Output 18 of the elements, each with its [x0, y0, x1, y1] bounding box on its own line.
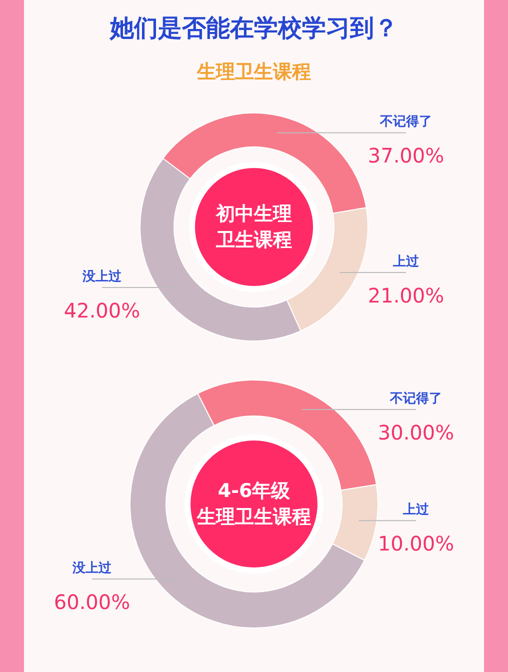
data-label: 37.00%	[368, 144, 444, 168]
slice-label: 没上过	[82, 270, 122, 285]
data-label: 30.00%	[378, 420, 454, 445]
data-label: 42.00%	[64, 298, 140, 323]
data-label: 60.00%	[54, 590, 130, 614]
chart-title: 她们是否能在学校学习到？	[109, 14, 398, 42]
text: 4-6年级	[218, 480, 292, 502]
slice-label: 上过	[392, 254, 420, 270]
slice-label: 不记得了	[379, 114, 432, 130]
chart-subtitle: 生理卫生课程	[196, 61, 311, 83]
text: 初中生理	[215, 203, 292, 225]
data-label: 21.00%	[368, 284, 444, 308]
text: 生理卫生课程	[196, 506, 311, 528]
text: 卫生课程	[215, 229, 292, 251]
data-label: 10.00%	[378, 532, 454, 556]
slice-label: 不记得了	[389, 392, 442, 407]
slice-label: 没上过	[72, 560, 112, 576]
slice-label: 上过	[402, 502, 430, 518]
